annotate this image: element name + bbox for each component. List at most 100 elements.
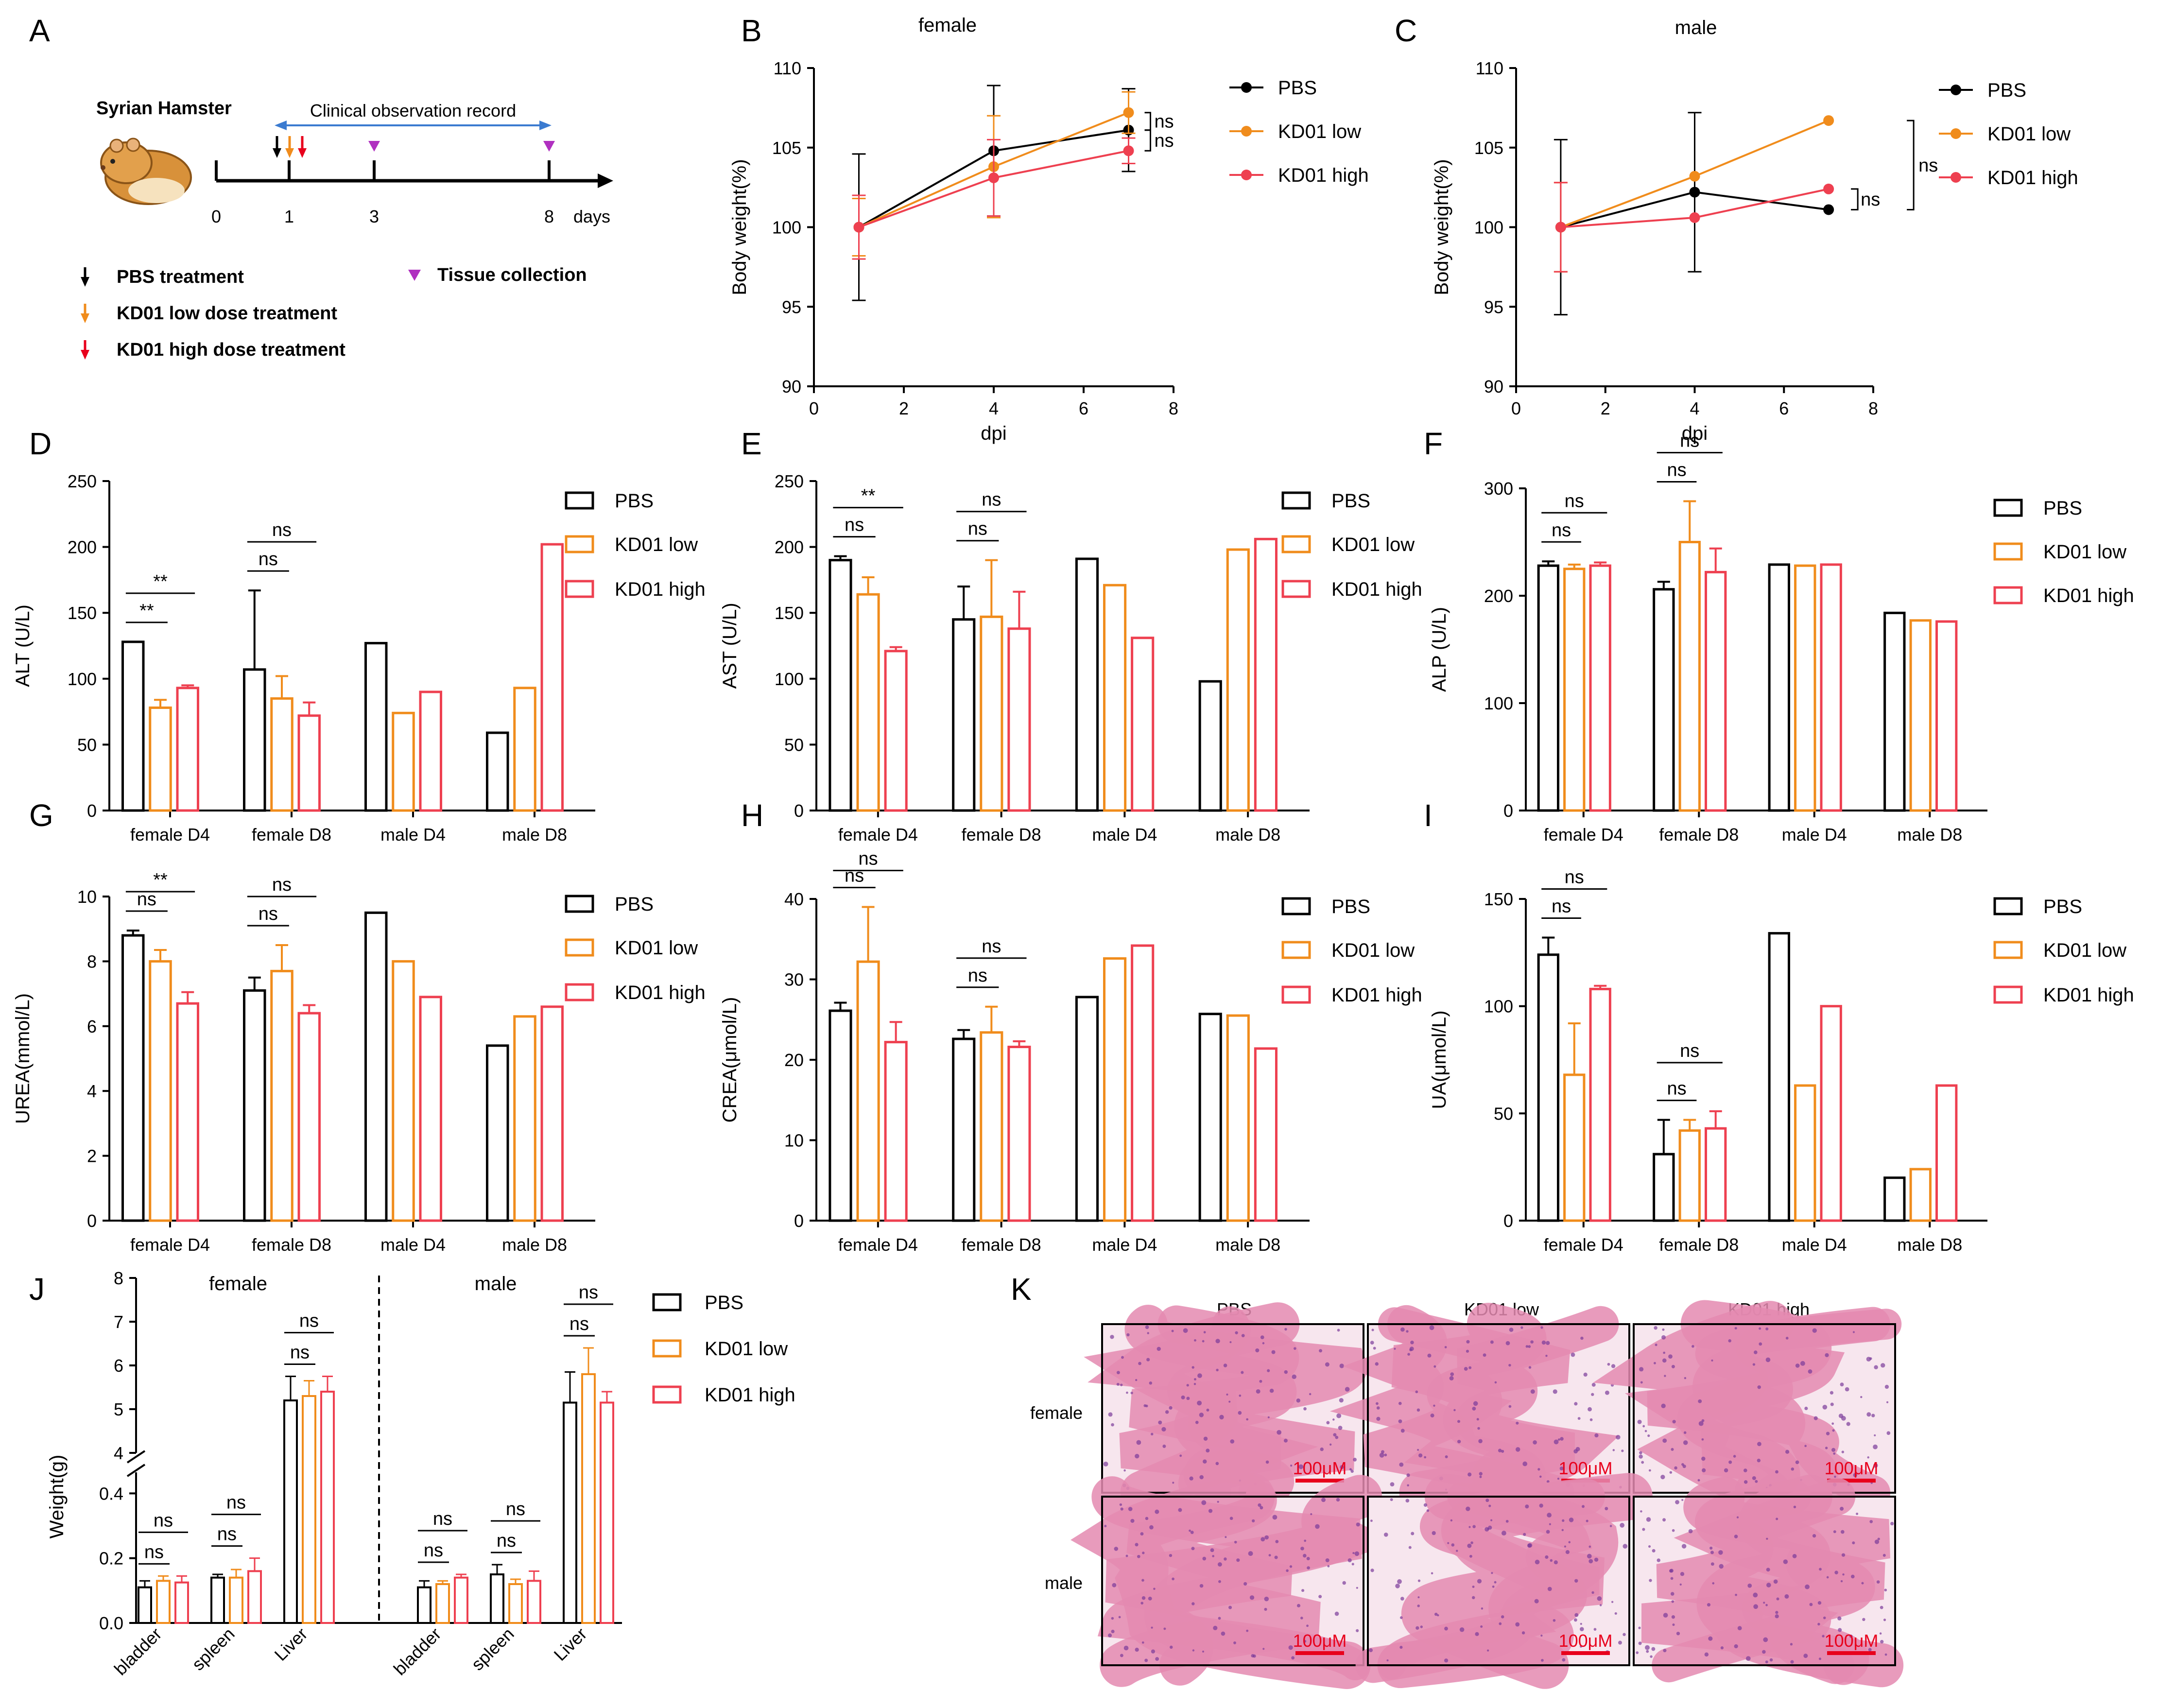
cell-nucleus [1399, 1645, 1403, 1649]
x-tick-label: male D8 [1215, 1235, 1280, 1255]
cell-nucleus [1202, 1556, 1207, 1561]
cell-nucleus [1763, 1637, 1768, 1642]
cell-nucleus [1203, 1436, 1208, 1441]
cell-nucleus [1549, 1523, 1551, 1525]
cell-nucleus [1682, 1465, 1686, 1468]
cell-nucleus [1264, 1535, 1269, 1540]
legend-label-pbs: PBS [705, 1292, 743, 1313]
tissue-fold [1363, 1307, 1574, 1510]
y-tick-label: 100 [1484, 693, 1513, 713]
cell-nucleus [1125, 1554, 1128, 1557]
cell-nucleus [1193, 1383, 1196, 1385]
bar-kd01-low-spleen [229, 1576, 243, 1624]
bar-kd01-high-spleen [247, 1570, 262, 1624]
cell-nucleus [1775, 1611, 1778, 1614]
cell-nucleus [1303, 1553, 1307, 1558]
cell-nucleus [1429, 1325, 1434, 1330]
cell-nucleus [1668, 1354, 1673, 1359]
cell-nucleus [1169, 1406, 1173, 1410]
panel-a: A Syrian Hamster Clinical observation re… [29, 13, 613, 360]
cell-nucleus [1812, 1534, 1816, 1538]
cell-nucleus [1501, 1615, 1504, 1619]
cell-nucleus [1186, 1384, 1189, 1387]
cell-nucleus [1808, 1369, 1813, 1374]
bar-kd01-high-female-d8 [1007, 627, 1031, 812]
cell-nucleus [1453, 1409, 1456, 1412]
cell-nucleus [1141, 1596, 1146, 1600]
cell-nucleus [1508, 1363, 1511, 1367]
cell-nucleus [1294, 1347, 1296, 1350]
cell-nucleus [1457, 1420, 1461, 1423]
cell-nucleus [1534, 1599, 1539, 1604]
cell-nucleus [1116, 1382, 1120, 1386]
bar-pbs-female-d4 [1537, 564, 1559, 812]
cell-nucleus [1212, 1555, 1214, 1557]
cell-nucleus [1773, 1579, 1778, 1584]
cell-nucleus [1336, 1498, 1340, 1502]
bar-pbs-male-d8 [1883, 611, 1906, 812]
histology-tile-female-pbs: 100μM [1084, 1302, 1367, 1515]
cell-nucleus [1611, 1601, 1614, 1603]
bar-kd01-low-spleen [508, 1583, 523, 1624]
legend-label-pbs: PBS [1278, 77, 1317, 99]
significance-label: ns [1680, 1041, 1699, 1061]
y-axis-title: CREA(μmol/L) [719, 997, 741, 1123]
cell-nucleus [1516, 1421, 1519, 1425]
legend-marker [1951, 172, 1961, 183]
legend-marker [1951, 85, 1961, 95]
y-tick-label: 5 [114, 1399, 123, 1419]
cell-nucleus [1218, 1617, 1221, 1620]
cell-nucleus [1545, 1355, 1548, 1357]
cell-nucleus [1639, 1451, 1642, 1454]
panel-letter-c: C [1395, 13, 1417, 48]
cell-nucleus [1793, 1505, 1796, 1508]
x-tick-label: male D8 [1897, 825, 1962, 845]
cell-nucleus [1144, 1658, 1148, 1662]
cell-nucleus [1879, 1632, 1882, 1635]
x-tick-label: male D4 [1782, 1235, 1847, 1255]
significance-label: ns [433, 1509, 452, 1529]
significance-label: ns [1155, 131, 1174, 151]
cell-nucleus [1644, 1430, 1647, 1432]
cell-nucleus [1583, 1372, 1588, 1377]
significance-label: ns [299, 1311, 319, 1331]
bar-kd01-low-female-d8 [1678, 1129, 1701, 1222]
cell-nucleus [1103, 1461, 1108, 1466]
cell-nucleus [1557, 1438, 1560, 1441]
cell-nucleus [1612, 1449, 1615, 1451]
cell-nucleus [1698, 1399, 1702, 1403]
cell-nucleus [1483, 1353, 1486, 1357]
cell-nucleus [1218, 1580, 1221, 1583]
cell-nucleus [1219, 1415, 1224, 1420]
bar-kd01-high-male-d8 [1254, 1047, 1278, 1222]
y-axis-title: Weight(g) [46, 1455, 68, 1539]
cell-nucleus [1638, 1641, 1642, 1645]
cell-nucleus [1398, 1401, 1402, 1405]
cell-nucleus [1309, 1393, 1312, 1396]
cell-nucleus [1445, 1455, 1448, 1459]
x-tick-label: female D8 [962, 825, 1041, 845]
cell-nucleus [1119, 1503, 1122, 1506]
cell-nucleus [1790, 1643, 1793, 1646]
cell-nucleus [1151, 1626, 1153, 1629]
cell-nucleus [1501, 1531, 1506, 1536]
y-tick-label: 105 [772, 138, 801, 158]
significance-label: ns [226, 1493, 246, 1513]
cell-nucleus [1238, 1411, 1242, 1415]
cell-nucleus [1734, 1327, 1737, 1329]
bar-pbs-male-d4 [364, 642, 388, 812]
bar-kd01-high-female-d4 [884, 650, 908, 812]
cell-nucleus [1235, 1331, 1238, 1334]
cell-nucleus [1670, 1577, 1674, 1580]
cell-nucleus [1609, 1525, 1612, 1527]
cell-nucleus [1356, 1522, 1360, 1527]
x-tick-label: female D4 [130, 825, 210, 845]
cell-nucleus [1599, 1604, 1602, 1606]
significance-label: ns [1155, 112, 1174, 132]
cell-nucleus [1498, 1449, 1502, 1452]
cell-nucleus [1130, 1391, 1133, 1395]
bar-kd01-low-female-d4 [149, 960, 172, 1222]
cell-nucleus [1834, 1570, 1838, 1574]
cell-nucleus [1203, 1331, 1206, 1334]
y-axis-title: Body weight(%) [1431, 159, 1452, 295]
